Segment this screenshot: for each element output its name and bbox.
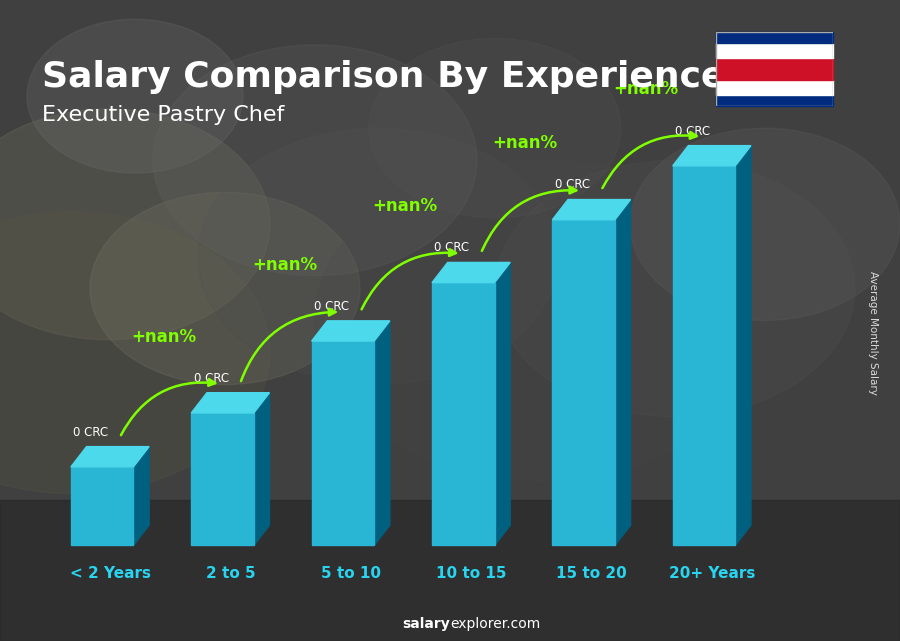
Circle shape bbox=[630, 128, 900, 320]
Text: 20+ Years: 20+ Years bbox=[669, 565, 755, 581]
Text: 0 CRC: 0 CRC bbox=[675, 124, 710, 138]
Circle shape bbox=[90, 192, 360, 385]
Polygon shape bbox=[254, 393, 269, 545]
Polygon shape bbox=[553, 199, 631, 220]
Polygon shape bbox=[615, 199, 631, 545]
Text: Salary Comparison By Experience: Salary Comparison By Experience bbox=[42, 60, 725, 94]
Text: +nan%: +nan% bbox=[613, 81, 679, 99]
Circle shape bbox=[369, 38, 621, 218]
Bar bbox=[311, 341, 374, 545]
Bar bbox=[71, 467, 133, 545]
Circle shape bbox=[0, 212, 270, 494]
Text: +nan%: +nan% bbox=[373, 197, 437, 215]
Bar bbox=[0, 500, 900, 641]
Text: +nan%: +nan% bbox=[131, 328, 197, 345]
Bar bbox=[716, 32, 832, 43]
Bar bbox=[716, 95, 832, 106]
Text: +nan%: +nan% bbox=[492, 135, 558, 153]
Circle shape bbox=[0, 109, 270, 340]
Circle shape bbox=[315, 160, 765, 481]
Polygon shape bbox=[311, 321, 390, 341]
Bar bbox=[553, 220, 615, 545]
Polygon shape bbox=[374, 321, 390, 545]
Text: explorer.com: explorer.com bbox=[450, 617, 540, 631]
Text: 0 CRC: 0 CRC bbox=[194, 372, 229, 385]
Text: 0 CRC: 0 CRC bbox=[314, 300, 349, 313]
Bar bbox=[716, 80, 832, 95]
Bar bbox=[192, 413, 254, 545]
Text: +nan%: +nan% bbox=[252, 256, 317, 274]
Polygon shape bbox=[495, 262, 510, 545]
Text: Executive Pastry Chef: Executive Pastry Chef bbox=[42, 105, 284, 125]
Text: 15 to 20: 15 to 20 bbox=[556, 565, 627, 581]
Polygon shape bbox=[192, 393, 269, 413]
Polygon shape bbox=[71, 447, 149, 467]
Text: 5 to 10: 5 to 10 bbox=[320, 565, 381, 581]
Circle shape bbox=[495, 160, 855, 417]
Text: 10 to 15: 10 to 15 bbox=[436, 565, 507, 581]
Circle shape bbox=[153, 45, 477, 276]
Text: < 2 Years: < 2 Years bbox=[69, 565, 150, 581]
Text: Average Monthly Salary: Average Monthly Salary bbox=[868, 271, 878, 395]
Text: 0 CRC: 0 CRC bbox=[73, 426, 108, 438]
Polygon shape bbox=[735, 146, 751, 545]
Bar bbox=[432, 283, 495, 545]
Polygon shape bbox=[133, 447, 149, 545]
Text: 0 CRC: 0 CRC bbox=[554, 178, 590, 192]
Bar bbox=[672, 166, 735, 545]
Circle shape bbox=[27, 19, 243, 173]
Polygon shape bbox=[672, 146, 751, 166]
Polygon shape bbox=[432, 262, 510, 283]
Text: salary: salary bbox=[402, 617, 450, 631]
Circle shape bbox=[198, 128, 558, 385]
Bar bbox=[716, 58, 832, 80]
Bar bbox=[716, 43, 832, 58]
Text: 2 to 5: 2 to 5 bbox=[205, 565, 256, 581]
Text: 0 CRC: 0 CRC bbox=[435, 242, 470, 254]
